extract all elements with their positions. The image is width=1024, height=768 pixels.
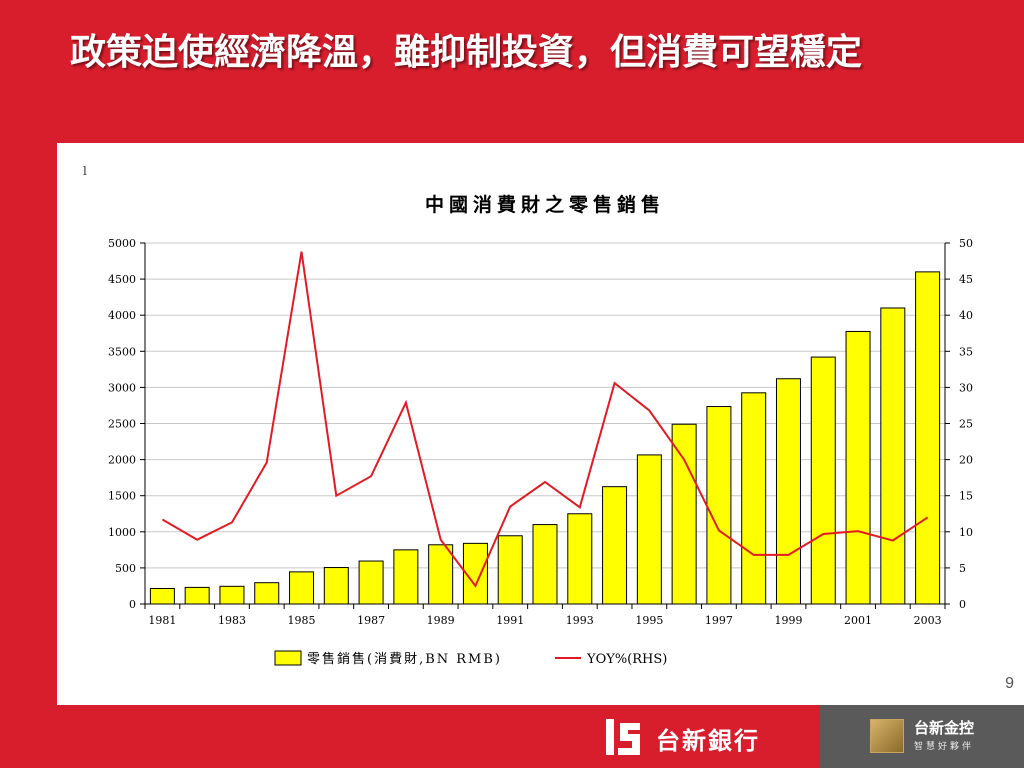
y-right-tick-label: 15 <box>959 490 973 503</box>
y-left-tick-label: 1000 <box>108 526 136 539</box>
y-left-tick-label: 1500 <box>108 490 136 503</box>
bar <box>845 330 871 605</box>
x-tick-label: 1993 <box>566 614 594 627</box>
bar <box>497 535 523 605</box>
bar <box>915 271 941 605</box>
bar <box>254 582 280 605</box>
y-right-tick-label: 25 <box>959 418 973 431</box>
x-tick-label: 2001 <box>844 614 872 627</box>
bar <box>636 454 662 605</box>
y-right-tick-label: 50 <box>959 237 973 250</box>
chart-svg: l 中國消費財之零售銷售 050010001500200025003000350… <box>83 164 973 667</box>
page-number: 9 <box>1005 675 1014 692</box>
legend-bar-label: 零售銷售(消費財,BN RMB) <box>307 651 502 667</box>
y-left-tick-label: 3000 <box>108 381 136 394</box>
bar <box>880 307 906 605</box>
x-tick-label: 1997 <box>705 614 733 627</box>
bar <box>149 587 175 605</box>
bank-name: 台新銀行 <box>656 727 760 755</box>
bar <box>671 423 697 605</box>
legend: 零售銷售(消費財,BN RMB) YOY%(RHS) <box>274 650 667 667</box>
x-tick-label: 1983 <box>218 614 246 627</box>
y-right-tick-label: 45 <box>959 273 973 286</box>
bar <box>219 585 245 605</box>
bar <box>289 571 315 605</box>
y-right-tick-label: 30 <box>959 381 973 394</box>
taishin-bank-logo-icon <box>606 719 640 755</box>
y-right-tick-label: 5 <box>959 562 966 575</box>
legend-line-label: YOY%(RHS) <box>586 652 667 667</box>
x-tick-label: 1987 <box>357 614 385 627</box>
holding-slogan: 智慧好夥伴 <box>914 742 975 752</box>
holding-panel <box>820 705 1024 768</box>
chart-title: 中國消費財之零售銷售 <box>425 193 665 216</box>
bar <box>184 586 210 605</box>
y-right-tick-label: 35 <box>959 345 973 358</box>
x-tick-label: 1981 <box>148 614 176 627</box>
legend-bar-swatch <box>274 650 302 666</box>
x-tick-label: 1999 <box>774 614 802 627</box>
holding-logo-icon <box>870 719 904 753</box>
bar <box>428 544 454 605</box>
corner-mark: l <box>83 164 87 178</box>
x-tick-label: 2003 <box>914 614 942 627</box>
bar-series <box>149 271 941 605</box>
y-right-tick-label: 40 <box>959 309 973 322</box>
y-left-tick-label: 4000 <box>108 309 136 322</box>
bar <box>706 406 732 605</box>
bar <box>358 560 384 605</box>
y-right-tick-label: 10 <box>959 526 973 539</box>
bar <box>323 567 349 605</box>
x-tick-label: 1991 <box>496 614 524 627</box>
bar <box>462 542 488 605</box>
y-left-tick-label: 0 <box>129 598 136 611</box>
y-left-tick-label: 5000 <box>108 237 136 250</box>
y-left-tick-label: 2500 <box>108 418 136 431</box>
x-tick-label: 1989 <box>427 614 455 627</box>
y-right-tick-label: 20 <box>959 454 973 467</box>
y-left-tick-label: 2000 <box>108 454 136 467</box>
bar <box>810 356 836 605</box>
line-series <box>161 251 929 588</box>
y-left-tick-label: 3500 <box>108 345 136 358</box>
axes: 0500100015002000250030003500400045005000… <box>108 237 973 627</box>
y-left-tick-label: 500 <box>115 562 136 575</box>
bar <box>393 549 419 605</box>
x-tick-label: 1995 <box>635 614 663 627</box>
bar <box>775 378 801 605</box>
y-left-tick-label: 4500 <box>108 273 136 286</box>
bar <box>602 486 628 605</box>
bar <box>741 392 767 605</box>
y-right-tick-label: 0 <box>959 598 966 611</box>
footer-bar: 台新銀行 台新金控 智慧好夥伴 <box>0 705 1024 768</box>
bar <box>532 524 558 605</box>
yoy-line <box>161 251 929 588</box>
slide-title: 政策迫使經濟降溫，雖抑制投資，但消費可望穩定 <box>70 32 863 73</box>
chart-panel: l 中國消費財之零售銷售 0 500 1000 1500 2000 2500 3000 350… <box>57 143 1024 705</box>
holding-name: 台新金控 <box>914 719 975 737</box>
x-tick-label: 1985 <box>288 614 316 627</box>
bar <box>567 513 593 605</box>
